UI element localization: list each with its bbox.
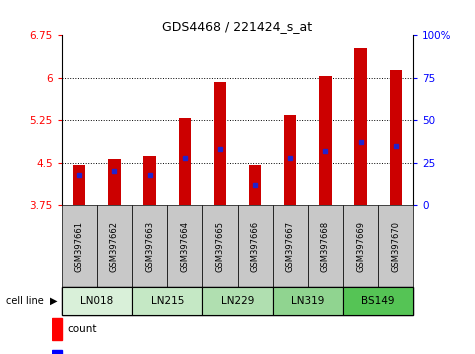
- Text: LN319: LN319: [291, 296, 324, 306]
- Bar: [132, 205, 167, 287]
- Text: BS149: BS149: [361, 296, 395, 306]
- Text: GSM397661: GSM397661: [75, 221, 84, 272]
- Text: GSM397666: GSM397666: [251, 221, 259, 272]
- Text: GSM397665: GSM397665: [216, 221, 224, 272]
- Bar: [343, 287, 413, 315]
- Text: LN215: LN215: [151, 296, 184, 306]
- Text: LN018: LN018: [80, 296, 114, 306]
- Bar: [249, 165, 261, 205]
- Text: GSM397662: GSM397662: [110, 221, 119, 272]
- Bar: [354, 48, 367, 205]
- Bar: [62, 287, 132, 315]
- Bar: [308, 205, 343, 287]
- Bar: [343, 205, 378, 287]
- Text: GSM397663: GSM397663: [145, 221, 154, 272]
- Bar: [132, 287, 202, 315]
- Bar: [214, 82, 226, 205]
- Bar: [52, 350, 62, 354]
- Title: GDS4468 / 221424_s_at: GDS4468 / 221424_s_at: [162, 20, 313, 33]
- Bar: [284, 115, 296, 205]
- Text: GSM397669: GSM397669: [356, 221, 365, 272]
- Bar: [52, 318, 62, 340]
- Bar: [167, 205, 202, 287]
- Bar: [73, 165, 86, 205]
- Bar: [202, 205, 238, 287]
- Bar: [97, 205, 132, 287]
- Bar: [319, 76, 332, 205]
- Text: GSM397664: GSM397664: [180, 221, 189, 272]
- Text: cell line  ▶: cell line ▶: [6, 296, 57, 306]
- Bar: [378, 205, 413, 287]
- Bar: [390, 70, 402, 205]
- Bar: [143, 156, 156, 205]
- Text: GSM397670: GSM397670: [391, 221, 400, 272]
- Text: LN229: LN229: [221, 296, 254, 306]
- Bar: [273, 287, 343, 315]
- Bar: [108, 159, 121, 205]
- Text: count: count: [67, 324, 96, 335]
- Bar: [238, 205, 273, 287]
- Bar: [202, 287, 273, 315]
- Text: GSM397667: GSM397667: [286, 221, 294, 272]
- Text: GSM397668: GSM397668: [321, 221, 330, 272]
- Bar: [62, 205, 97, 287]
- Bar: [273, 205, 308, 287]
- Bar: [179, 118, 191, 205]
